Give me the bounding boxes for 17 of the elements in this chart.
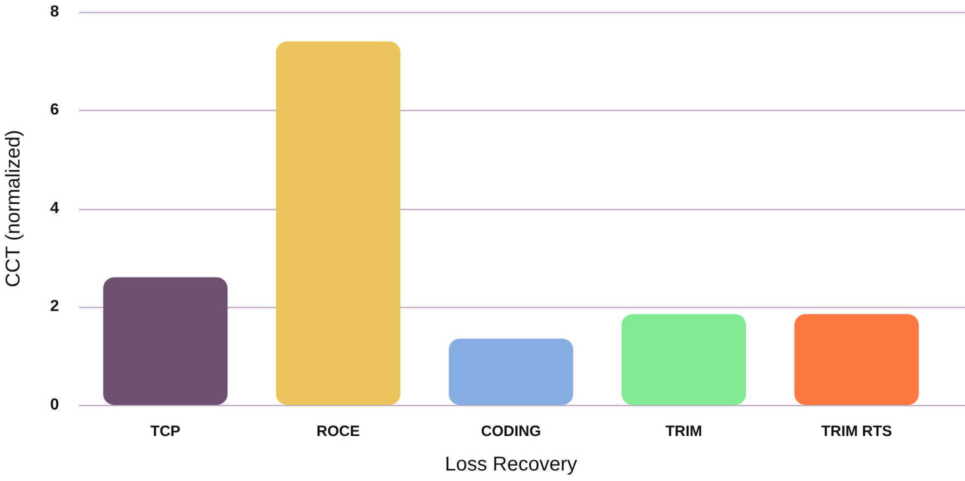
x-tick-label: TRIM <box>665 423 702 440</box>
x-tick-label: TCP <box>150 423 180 440</box>
x-tick-label: TRIM RTS <box>821 423 892 440</box>
bar <box>276 41 400 405</box>
bar <box>448 338 574 405</box>
y-tick-label: 6 <box>50 102 60 119</box>
y-tick-label: 2 <box>50 298 60 316</box>
y-tick-label: 4 <box>50 200 60 217</box>
x-tick-label: CODING <box>481 423 541 440</box>
x-axis-title: Loss Recovery <box>444 454 578 476</box>
bar <box>622 314 746 405</box>
y-tick-label: 0 <box>50 396 60 414</box>
y-axis-title: CCT (normalized) <box>2 130 25 288</box>
y-tick-label: 8 <box>50 3 60 20</box>
x-tick-label: ROCE <box>316 423 360 440</box>
bar <box>794 314 919 405</box>
bar <box>103 277 228 405</box>
